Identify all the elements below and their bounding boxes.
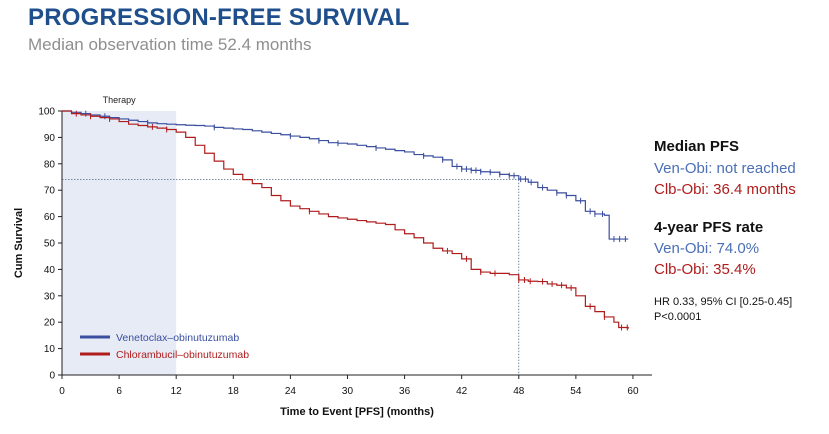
page-title: PROGRESSION-FREE SURVIVAL bbox=[28, 4, 410, 31]
y-tick-label: 50 bbox=[44, 239, 56, 250]
legend-label: Chlorambucil–obinutuzumab bbox=[116, 349, 249, 361]
y-tick-label: 0 bbox=[49, 371, 55, 382]
median-pfs-heading: Median PFS bbox=[654, 138, 740, 155]
x-tick-label: 0 bbox=[59, 386, 65, 397]
therapy-region bbox=[62, 111, 177, 375]
page-subtitle: Median observation time 52.4 months bbox=[28, 35, 312, 54]
y-tick-label: 60 bbox=[44, 212, 56, 223]
x-tick-label: 30 bbox=[342, 386, 354, 397]
y-tick-label: 30 bbox=[44, 291, 56, 302]
x-tick-label: 36 bbox=[399, 386, 411, 397]
pfs-rate-heading: 4-year PFS rate bbox=[654, 219, 764, 236]
hazard-ratio: HR 0.33, 95% CI [0.25-0.45] bbox=[654, 296, 793, 308]
series-line-0 bbox=[62, 110, 629, 240]
y-tick-label: 80 bbox=[44, 159, 56, 170]
median-pfs-ven: Ven-Obi: not reached bbox=[654, 160, 796, 177]
y-tick-label: 70 bbox=[44, 186, 56, 197]
x-tick-label: 48 bbox=[513, 386, 525, 397]
median-pfs-clb: Clb-Obi: 36.4 months bbox=[654, 181, 796, 198]
x-tick-label: 18 bbox=[228, 386, 240, 397]
x-tick-label: 12 bbox=[171, 386, 183, 397]
pfs-rate-clb: Clb-Obi: 35.4% bbox=[654, 261, 756, 278]
y-axis-label: Cum Survival bbox=[13, 208, 25, 278]
x-tick-label: 60 bbox=[627, 386, 639, 397]
y-tick-label: 100 bbox=[38, 107, 55, 118]
pfs-rate-ven: Ven-Obi: 74.0% bbox=[654, 240, 760, 257]
legend-label: Venetoclax–obinutuzumab bbox=[116, 332, 239, 344]
y-tick-label: 40 bbox=[44, 265, 56, 276]
y-tick-label: 20 bbox=[44, 318, 56, 329]
x-axis-label: Time to Event [PFS] (months) bbox=[280, 406, 434, 418]
p-value: P<0.0001 bbox=[654, 311, 702, 323]
y-tick-label: 90 bbox=[44, 133, 56, 144]
therapy-label: Therapy bbox=[103, 95, 137, 105]
y-tick-label: 10 bbox=[44, 344, 56, 355]
x-tick-label: 6 bbox=[116, 386, 122, 397]
series-line-1 bbox=[62, 110, 629, 329]
x-tick-label: 42 bbox=[456, 386, 468, 397]
x-tick-label: 54 bbox=[570, 386, 582, 397]
x-tick-label: 24 bbox=[285, 386, 297, 397]
